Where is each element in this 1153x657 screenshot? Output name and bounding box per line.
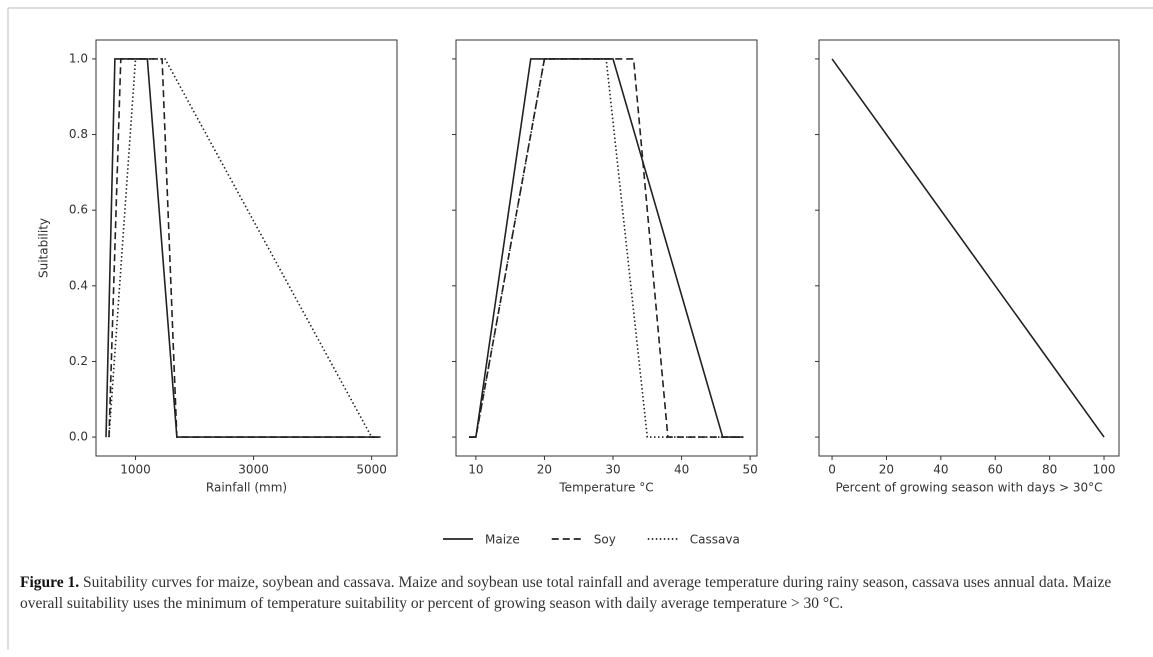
x-tick-label: 0 [828, 463, 836, 477]
axes-box [95, 39, 398, 457]
legend-label: Soy [594, 533, 616, 547]
x-axis-label: Rainfall (mm) [206, 481, 287, 495]
y-tick-label: 0.8 [69, 127, 88, 141]
series-line [108, 58, 381, 438]
y-tick-label: 1.0 [69, 51, 88, 65]
x-axis-label: Temperature °C [558, 481, 653, 495]
x-axis-label: Percent of growing season with days > 30… [835, 481, 1102, 495]
caption: Figure 1. Suitability curves for maize, … [20, 572, 1130, 614]
legend-label: Cassava [690, 533, 740, 547]
x-tick-label: 30 [605, 463, 620, 477]
series-line [108, 58, 381, 438]
axes-box [818, 39, 1120, 457]
series-line [105, 58, 381, 438]
caption-label: Figure 1. [20, 574, 80, 591]
x-tick-label: 10 [468, 463, 483, 477]
x-tick-label: 20 [879, 463, 894, 477]
axes-box [455, 39, 758, 457]
series-line [469, 58, 744, 438]
caption-text: Suitability curves for maize, soybean an… [20, 574, 1112, 612]
y-tick-label: 0.2 [69, 354, 88, 368]
legend-label: Maize [485, 533, 520, 547]
x-tick-label: 1000 [120, 463, 151, 477]
y-tick-label: 0.0 [69, 430, 88, 444]
x-tick-label: 40 [674, 463, 689, 477]
series-line [831, 58, 1105, 438]
y-axis-label: Suitability [37, 218, 51, 278]
y-tick-label: 0.6 [69, 203, 88, 217]
x-tick-label: 100 [1093, 463, 1116, 477]
x-tick-label: 60 [988, 463, 1003, 477]
y-tick-label: 0.4 [69, 278, 88, 292]
x-tick-label: 5000 [356, 463, 387, 477]
series-line [469, 58, 744, 438]
x-tick-label: 80 [1042, 463, 1057, 477]
x-tick-label: 40 [933, 463, 948, 477]
x-tick-label: 3000 [238, 463, 269, 477]
x-tick-label: 50 [743, 463, 758, 477]
x-tick-label: 20 [537, 463, 552, 477]
